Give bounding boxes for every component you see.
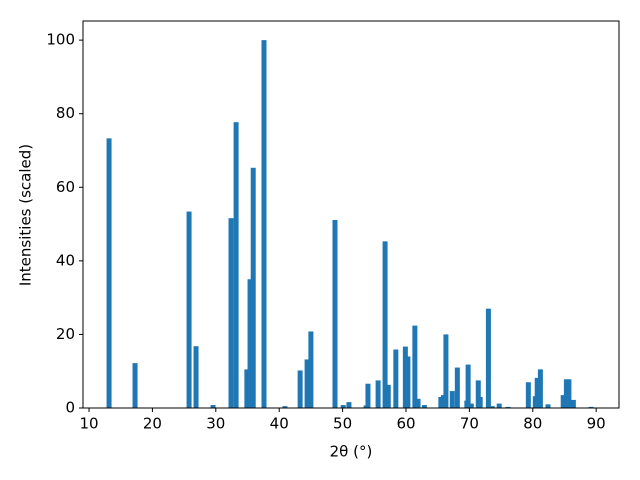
bar [304, 359, 310, 408]
bar [193, 346, 199, 408]
bar [438, 396, 444, 408]
bar [250, 167, 256, 408]
x-tick-label: 80 [523, 415, 542, 433]
bar [106, 138, 112, 408]
bar [525, 382, 531, 408]
x-tick-label: 40 [270, 415, 289, 433]
y-tick-label: 80 [56, 104, 75, 122]
y-tick-label: 20 [56, 325, 75, 343]
bar [505, 406, 511, 408]
y-tick-label: 60 [56, 178, 75, 196]
bar [485, 308, 491, 408]
x-tick-label: 90 [587, 415, 606, 433]
y-tick-label: 0 [65, 399, 75, 417]
x-tick-label: 30 [206, 415, 225, 433]
y-axis-label: Intensities (scaled) [17, 144, 35, 286]
bar [566, 379, 572, 408]
bar [375, 380, 381, 408]
bar [412, 325, 418, 408]
y-tick-label: 100 [46, 31, 75, 49]
bar [186, 211, 192, 408]
bar [415, 398, 421, 408]
x-tick-label: 60 [396, 415, 415, 433]
y-tick-label: 40 [56, 251, 75, 269]
bar [477, 396, 483, 408]
bar [489, 406, 495, 408]
bar [385, 384, 391, 408]
bar [405, 356, 411, 408]
bar [393, 349, 399, 408]
bar [537, 369, 543, 408]
bar [340, 405, 346, 408]
bar [132, 363, 138, 408]
bar [534, 377, 540, 408]
plot-frame [82, 20, 620, 409]
bar [563, 379, 569, 408]
bar [244, 369, 250, 408]
x-tick-label: 50 [333, 415, 352, 433]
x-tick-label: 20 [143, 415, 162, 433]
bar [308, 331, 314, 408]
bar [440, 395, 446, 408]
bar [346, 402, 352, 408]
bar [496, 403, 502, 408]
bar [443, 334, 449, 408]
bar [297, 370, 303, 408]
bar [233, 122, 239, 408]
bar [402, 346, 408, 408]
bar [560, 395, 566, 408]
bar [365, 383, 371, 408]
bar [454, 367, 460, 408]
bar [449, 391, 455, 408]
bar [468, 403, 474, 408]
bar [570, 399, 576, 408]
x-tick-label: 10 [79, 415, 98, 433]
bar [475, 380, 481, 408]
bar [282, 406, 288, 408]
bar [421, 405, 427, 408]
bar [332, 220, 338, 408]
bar [228, 218, 234, 408]
bar [210, 405, 216, 408]
bar [247, 279, 253, 408]
x-axis-label: 2θ (°) [330, 443, 373, 461]
bar [588, 406, 594, 408]
bar [465, 364, 471, 408]
bar [382, 241, 388, 408]
bar [545, 404, 551, 408]
bar [261, 40, 267, 409]
x-tick-label: 70 [460, 415, 479, 433]
